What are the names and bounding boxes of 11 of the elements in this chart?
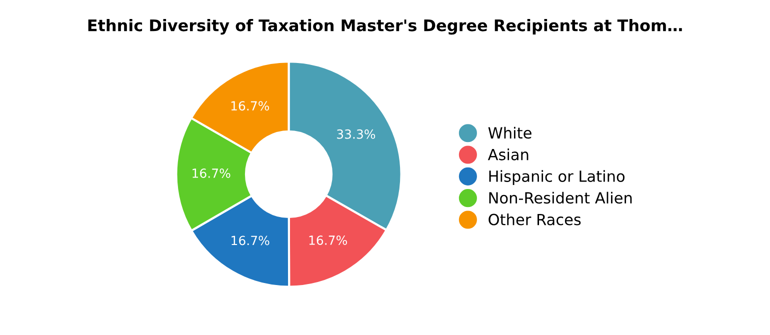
data-label: 16.7%: [232, 236, 270, 246]
legend-label: Asian: [488, 148, 528, 160]
legend-label: White: [488, 126, 532, 139]
data-label: 33.3%: [337, 129, 376, 139]
data-label: 16.7%: [231, 101, 270, 111]
legend-label: Hispanic or Latino: [489, 170, 625, 185]
legend-label: Non-Resident Alien: [489, 192, 632, 204]
chart-title: Ethnic Diversity of Taxation Master's Degree Recipients at Thom…: [88, 19, 682, 35]
data-label: 16.7%: [192, 168, 230, 178]
data-label: 16.7%: [309, 235, 347, 245]
legend-label: Other Races: [488, 213, 581, 226]
